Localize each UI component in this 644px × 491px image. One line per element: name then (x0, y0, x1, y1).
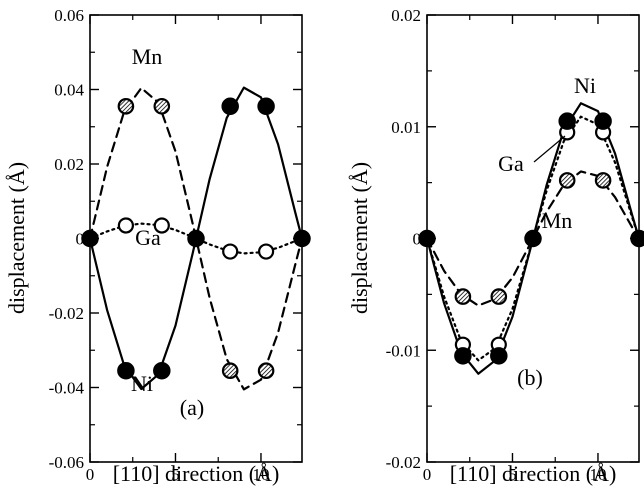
y-tick-label: -0.04 (49, 379, 85, 398)
series-label-ni-b: Ni (574, 73, 596, 98)
x-tick-label: 10 (589, 465, 606, 484)
marker-ni (257, 97, 275, 116)
x-tick-label: 10 (252, 465, 269, 484)
marker-mn (594, 172, 612, 189)
marker-ni (454, 347, 472, 365)
y-tick-label: 0.01 (391, 118, 421, 137)
x-axis-label-a: [110] direction (Å) (113, 461, 280, 486)
y-axis-label-a: displacement (Å) (4, 162, 29, 314)
marker-ni (153, 361, 171, 380)
panel-label-b: (b) (517, 365, 543, 390)
marker-ga (222, 243, 239, 260)
y-tick-label: 0 (413, 230, 422, 249)
marker-mn (454, 288, 472, 305)
series-layer-b (418, 102, 644, 375)
y-tick-label: 0.06 (54, 6, 84, 25)
y-ticks-b: -0.02 -0.01 0 0.01 0.02 (386, 6, 639, 472)
marker-ga (117, 217, 135, 234)
x-axis-label-b: [110] direction (Å) (450, 461, 617, 486)
chart-panel-a: -0.06 -0.04 -0.02 0 0.02 0.04 0.06 0 5 10 displa… (4, 6, 311, 486)
series-line-ga (425, 115, 641, 362)
series-label-ga-pointer-b (533, 135, 566, 163)
y-tick-label: 0.04 (54, 81, 84, 100)
chart-panel-b: -0.02 -0.01 0 0.01 0.02 0 5 10 displacement (Å… (347, 6, 644, 486)
x-ticks-a: 0 5 10 (86, 15, 269, 484)
panel-label-a: (a) (180, 395, 204, 420)
marker-mn (153, 97, 171, 115)
marker-mn (117, 97, 135, 115)
marker-ga (153, 217, 170, 234)
x-tick-label: 0 (86, 465, 95, 484)
marker-ni (293, 229, 311, 248)
series-label-ga-a: Ga (135, 225, 161, 250)
x-tick-label: 5 (171, 465, 180, 484)
series-label-mn-a: Mn (132, 44, 163, 69)
marker-mn (490, 288, 508, 305)
x-tick-label: 5 (508, 465, 517, 484)
y-axis-label-b: displacement (Å) (347, 162, 372, 314)
marker-ga (257, 243, 275, 260)
y-tick-label: 0 (76, 230, 85, 249)
marker-ni (490, 347, 508, 365)
marker-ni (594, 112, 612, 130)
marker-ni (558, 112, 576, 130)
y-tick-label: -0.02 (49, 304, 84, 323)
series-label-ni-a: Ni (131, 371, 153, 396)
y-tick-label: -0.01 (386, 341, 421, 360)
marker-ni (630, 229, 644, 248)
marker-ni (117, 361, 135, 380)
series-label-ga-b: Ga (498, 151, 524, 176)
y-tick-label: -0.02 (386, 453, 421, 472)
marker-mn (221, 362, 239, 380)
marker-mn (257, 362, 275, 380)
y-tick-label: 0.02 (54, 155, 84, 174)
x-ticks-b: 0 5 10 (423, 15, 606, 484)
series-layer-a (81, 86, 311, 391)
x-tick-label: 0 (423, 465, 432, 484)
series-label-mn-b: Mn (542, 208, 573, 233)
marker-ni (81, 229, 99, 248)
marker-mn (558, 172, 576, 189)
y-tick-label: 0.02 (391, 6, 421, 25)
marker-ni (221, 97, 239, 116)
marker-ni (524, 229, 542, 248)
marker-ni (418, 229, 436, 248)
y-tick-label: -0.06 (49, 453, 84, 472)
marker-ni (187, 229, 205, 248)
